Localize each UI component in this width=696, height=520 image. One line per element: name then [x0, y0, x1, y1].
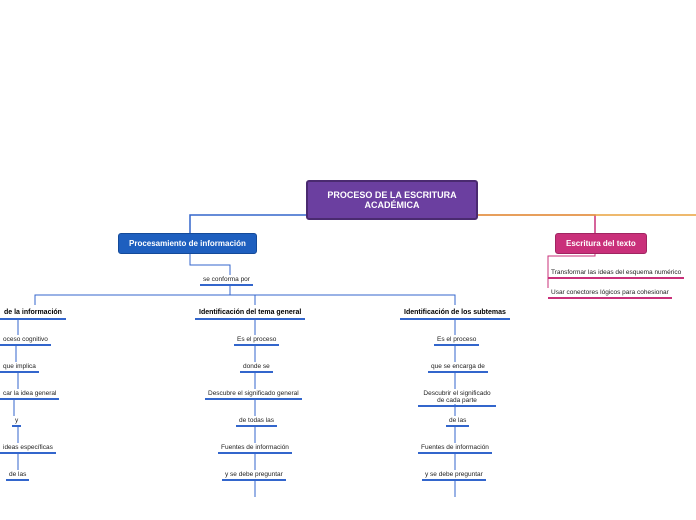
col1-item6-text — [222, 500, 228, 502]
left-connector-text: se conforma por — [200, 275, 253, 286]
col2-item4: Fuentes de información — [418, 443, 492, 454]
col1-item4-text: Fuentes de información — [218, 443, 292, 454]
branch-left: Procesamiento de información — [118, 233, 257, 254]
col1-header-text: Identificación del tema general — [195, 307, 305, 320]
col1-item4: Fuentes de información — [218, 443, 292, 454]
root-title: PROCESO DE LA ESCRITURA ACADÉMICA — [327, 190, 456, 210]
col2-item1: que se encarga de — [428, 362, 488, 373]
col2-item3: de las — [446, 416, 469, 427]
col2-item0-text: Es el proceso — [434, 335, 479, 346]
col0-item1: que implica — [0, 362, 39, 373]
branch-right-title: Escritura del texto — [566, 239, 636, 248]
col1-header: Identificación del tema general — [195, 307, 305, 320]
col1-item2-text: Descubre el significado general — [205, 389, 302, 400]
col0-item4-text: ideas específicas — [0, 443, 56, 454]
right-item1: Usar conectores lógicos para cohesionar — [548, 288, 672, 299]
col0-item0: oceso cognitivo — [0, 335, 51, 346]
col0-header-text: de la información — [0, 307, 66, 320]
col0-header: de la información — [0, 307, 66, 320]
col0-item4: ideas específicas — [0, 443, 56, 454]
col0-item5: de las — [6, 470, 29, 481]
col1-item5: y se debe preguntar — [222, 470, 286, 481]
col2-header: Identificación de los subtemas — [400, 307, 510, 320]
right-item1-text: Usar conectores lógicos para cohesionar — [548, 288, 672, 299]
col0-item2-text: car la idea general — [0, 389, 59, 400]
col1-item6 — [222, 497, 228, 504]
branch-left-title: Procesamiento de información — [129, 239, 246, 248]
connector-lines — [0, 0, 696, 520]
col1-item0: Es el proceso — [234, 335, 279, 346]
col1-item1-text: donde se — [240, 362, 273, 373]
col2-item5-text: y se debe preguntar — [422, 470, 486, 481]
col2-item1-text: que se encarga de — [428, 362, 488, 373]
col1-item1: donde se — [240, 362, 273, 373]
col2-item5: y se debe preguntar — [422, 470, 486, 481]
col1-item3-text: de todas las — [236, 416, 277, 427]
col0-item3: y — [12, 416, 21, 427]
col0-item1-text: que implica — [0, 362, 39, 373]
col1-item2: Descubre el significado general — [205, 389, 302, 400]
col1-item0-text: Es el proceso — [234, 335, 279, 346]
col1-item5-text: y se debe preguntar — [222, 470, 286, 481]
col2-item4-text: Fuentes de información — [418, 443, 492, 454]
right-item0: Transformar las ideas del esquema numéri… — [548, 268, 684, 279]
col2-header-text: Identificación de los subtemas — [400, 307, 510, 320]
branch-right: Escritura del texto — [555, 233, 647, 254]
left-connector: se conforma por — [200, 275, 253, 286]
col1-item3: de todas las — [236, 416, 277, 427]
col0-item5-text: de las — [6, 470, 29, 481]
col2-item3-text: de las — [446, 416, 469, 427]
col2-item2-text: Descubrir el significado de cada parte — [418, 389, 496, 407]
col0-item2: car la idea general — [0, 389, 59, 400]
col0-item0-text: oceso cognitivo — [0, 335, 51, 346]
root-node: PROCESO DE LA ESCRITURA ACADÉMICA — [306, 180, 478, 220]
right-item0-text: Transformar las ideas del esquema numéri… — [548, 268, 684, 279]
col2-item0: Es el proceso — [434, 335, 479, 346]
col0-item3-text: y — [12, 416, 21, 427]
col2-item2: Descubrir el significado de cada parte — [418, 389, 496, 407]
